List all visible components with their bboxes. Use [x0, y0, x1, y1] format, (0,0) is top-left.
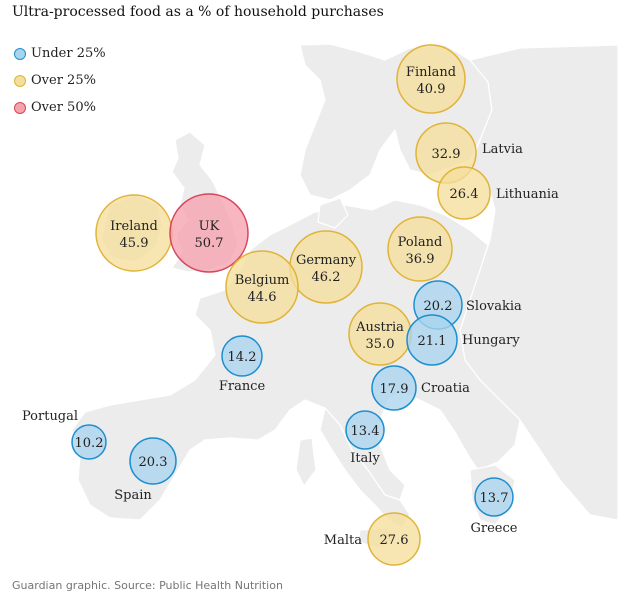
- country-value-hungary: 21.1: [418, 334, 447, 349]
- country-value-malta: 27.6: [380, 533, 409, 548]
- country-value-lithuania: 26.4: [450, 187, 479, 202]
- country-value-ireland: 45.9: [120, 236, 149, 251]
- country-name-spain: Spain: [114, 488, 152, 503]
- country-name-croatia: Croatia: [421, 381, 470, 396]
- country-value-greece: 13.7: [480, 491, 509, 506]
- country-bubble-ireland: 45.9 Ireland: [95, 194, 173, 272]
- country-value-portugal: 10.2: [75, 436, 104, 451]
- country-name-austria: Austria: [355, 320, 404, 335]
- bubble-layer: 40.9 Finland 32.9 Latvia 26.4 Lithuania 45.9 Ir…: [22, 44, 559, 566]
- country-bubble-spain: 20.3 Spain: [114, 437, 177, 503]
- legend-item-over-25: Over 25%: [14, 67, 106, 94]
- country-bubble-greece: 13.7 Greece: [471, 477, 518, 536]
- country-name-finland: Finland: [406, 65, 456, 80]
- country-bubble-austria: 35.0 Austria: [348, 302, 412, 366]
- bubble-greece: [474, 477, 514, 517]
- bubble-malta: [367, 512, 421, 566]
- country-name-ireland: Ireland: [110, 219, 158, 234]
- country-name-greece: Greece: [471, 521, 518, 536]
- bubble-spain: [129, 437, 177, 485]
- bubble-belgium: [225, 250, 299, 324]
- country-value-germany: 46.2: [312, 270, 341, 285]
- bubble-uk: [169, 193, 249, 273]
- country-name-belgium: Belgium: [235, 273, 290, 288]
- country-bubble-germany: 46.2 Germany: [289, 230, 363, 304]
- country-value-belgium: 44.6: [248, 290, 277, 305]
- country-bubble-hungary: 21.1 Hungary: [406, 314, 520, 366]
- country-name-slovakia: Slovakia: [466, 299, 522, 314]
- bubble-lithuania: [437, 166, 491, 220]
- country-value-finland: 40.9: [417, 82, 446, 97]
- bubble-poland: [387, 216, 453, 282]
- legend-label: Over 25%: [31, 73, 96, 88]
- country-value-france: 14.2: [228, 350, 257, 365]
- country-bubble-italy: 13.4 Italy: [345, 410, 385, 466]
- country-bubble-lithuania: 26.4 Lithuania: [437, 166, 559, 220]
- chart-title: Ultra-processed food as a % of household…: [12, 4, 384, 20]
- country-bubble-belgium: 44.6 Belgium: [225, 250, 299, 324]
- legend-label: Over 50%: [31, 100, 96, 115]
- country-value-latvia: 32.9: [432, 147, 461, 162]
- country-value-uk: 50.7: [195, 236, 224, 251]
- country-value-austria: 35.0: [366, 337, 395, 352]
- country-value-italy: 13.4: [351, 424, 380, 439]
- bubble-france: [221, 335, 263, 377]
- legend-item-over-50: Over 50%: [14, 94, 106, 121]
- country-name-germany: Germany: [296, 253, 357, 268]
- legend: Under 25% Over 25% Over 50%: [14, 40, 106, 121]
- bubble-portugal: [71, 424, 107, 460]
- country-name-portugal: Portugal: [22, 409, 78, 424]
- country-bubble-finland: 40.9 Finland: [396, 44, 466, 114]
- country-bubble-portugal: 10.2 Portugal: [22, 409, 107, 460]
- country-name-latvia: Latvia: [482, 142, 523, 157]
- legend-label: Under 25%: [31, 46, 106, 61]
- legend-item-under-25: Under 25%: [14, 40, 106, 67]
- country-bubble-croatia: 17.9 Croatia: [371, 365, 470, 411]
- bubble-finland: [396, 44, 466, 114]
- country-value-croatia: 17.9: [380, 382, 409, 397]
- bubble-croatia: [371, 365, 417, 411]
- country-name-hungary: Hungary: [462, 333, 520, 348]
- country-bubble-uk: 50.7 UK: [169, 193, 249, 273]
- country-bubble-malta: 27.6 Malta: [324, 512, 421, 566]
- country-name-italy: Italy: [350, 451, 380, 466]
- country-name-lithuania: Lithuania: [496, 187, 559, 202]
- sardinia-landmass: [295, 437, 317, 488]
- legend-swatch-over-25: [14, 74, 26, 87]
- legend-swatch-under-25: [14, 47, 26, 60]
- country-bubble-france: 14.2 France: [219, 335, 266, 394]
- bubble-italy: [345, 410, 385, 450]
- country-value-slovakia: 20.2: [424, 299, 453, 314]
- denmark-landmass: [317, 197, 349, 229]
- country-value-spain: 20.3: [139, 455, 168, 470]
- source-note: Guardian graphic. Source: Public Health …: [12, 579, 283, 592]
- country-name-malta: Malta: [324, 533, 362, 548]
- country-name-poland: Poland: [398, 235, 443, 250]
- country-name-uk: UK: [199, 219, 220, 234]
- country-name-france: France: [219, 379, 266, 394]
- country-bubble-poland: 36.9 Poland: [387, 216, 453, 282]
- bubble-hungary: [406, 314, 458, 366]
- country-value-poland: 36.9: [406, 252, 435, 267]
- legend-swatch-over-50: [14, 101, 26, 114]
